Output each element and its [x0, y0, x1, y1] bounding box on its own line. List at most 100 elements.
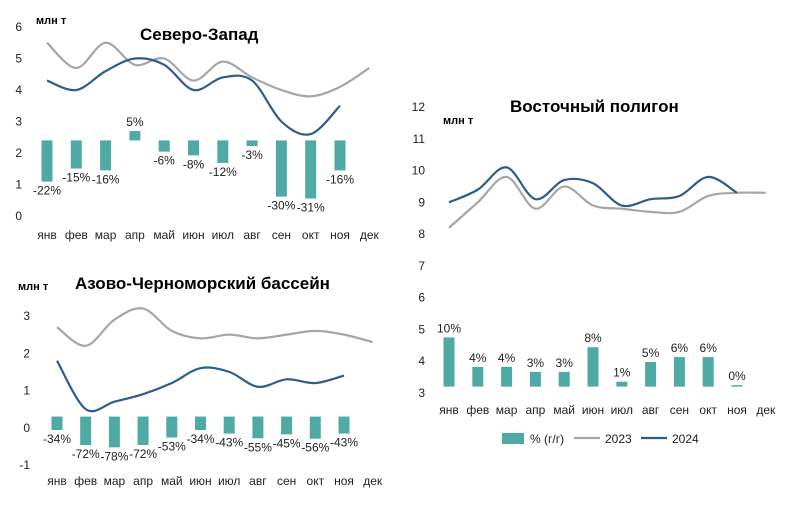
chart-3-bar — [616, 381, 628, 387]
chart-2-xtick: авг — [249, 474, 267, 488]
chart-3-xtick: ноя — [727, 403, 747, 417]
chart-3-ytick: 11 — [413, 132, 426, 146]
chart-3-bar-label: 0% — [728, 369, 746, 383]
chart-2-xtick: июн — [189, 474, 211, 488]
chart-2-xtick: мар — [104, 474, 126, 488]
chart-1-ytick: 1 — [15, 178, 22, 192]
chart-2-ytick: 3 — [23, 309, 30, 323]
chart-2-bar-label: -43% — [215, 436, 243, 450]
chart-3-ytick: 6 — [418, 291, 425, 305]
chart-1-bar-label: -31% — [297, 201, 325, 215]
chart-3-bar-label: 1% — [613, 366, 631, 380]
chart-1-ytick: 0 — [15, 209, 22, 223]
chart-2-bar — [137, 416, 149, 446]
chart-1-ytick: 6 — [15, 20, 22, 34]
chart-3-xtick: окт — [699, 403, 717, 417]
chart-1-xtick: фев — [65, 228, 88, 242]
chart-3-bar — [645, 362, 657, 387]
chart-2-bar-label: -45% — [273, 436, 301, 450]
chart-3-ytick: 12 — [412, 100, 426, 114]
chart-2-bar — [281, 416, 293, 435]
chart-1-bar — [158, 140, 170, 152]
chart-1-bar-label: -12% — [209, 165, 237, 179]
chart-2-xtick: окт — [307, 474, 325, 488]
chart-1-xtick: янв — [37, 228, 57, 242]
chart-3-bar-label: 6% — [700, 341, 718, 355]
legend-bar-swatch — [502, 433, 524, 444]
chart-3-xtick: дек — [756, 403, 776, 417]
chart-1-ytick: 2 — [15, 146, 22, 160]
chart-1-bar — [41, 140, 53, 182]
chart-1-xtick: ноя — [330, 228, 350, 242]
chart-3-ytick: 4 — [418, 354, 425, 368]
chart-3-bar-label: 10% — [437, 321, 461, 335]
chart-3-ytick: 3 — [418, 386, 425, 400]
chart-3-bar-label: 8% — [584, 331, 602, 345]
legend-2024-label: 2024 — [672, 432, 699, 446]
legend-2023-label: 2023 — [605, 432, 632, 446]
chart-2-bar-label: -72% — [129, 447, 157, 461]
chart-3-xtick: янв — [439, 403, 459, 417]
chart-3-bar-label: 3% — [556, 356, 574, 370]
chart-2-bar — [309, 416, 321, 439]
chart-1-bar-label: -22% — [33, 184, 61, 198]
chart-1-series-2024 — [46, 57, 341, 136]
chart-2-bar — [223, 416, 235, 434]
chart-1-bar-label: -16% — [92, 172, 120, 186]
chart-3-xtick: апр — [525, 403, 545, 417]
chart-3-bar-label: 3% — [527, 356, 545, 370]
chart-2-bar — [51, 416, 63, 430]
chart-1-bar-label: -15% — [62, 171, 90, 185]
chart-1-ytick: 5 — [15, 52, 22, 66]
chart-1-bar — [70, 140, 82, 169]
chart-1-bar-label: -30% — [267, 199, 295, 213]
chart-1-xtick: сен — [272, 228, 291, 242]
chart-3-ytick: 8 — [418, 227, 425, 241]
legend: % (г/г) 2023 2024 — [502, 432, 699, 446]
chart-1-xtick: дек — [360, 228, 380, 242]
chart-1-xtick: июн — [182, 228, 204, 242]
chart-2-ytick: 2 — [23, 346, 30, 360]
chart-1-xtick: мар — [95, 228, 117, 242]
chart-1-unit: млн т — [36, 15, 67, 27]
chart-vostochny-poligon: млн т Восточный полигон 3 4 5 6 7 8 9 10 11 12 янв… — [412, 97, 776, 417]
chart-3-bar — [673, 357, 685, 387]
chart-3-bar-label: 4% — [469, 351, 487, 365]
chart-2-series-2024 — [56, 360, 345, 413]
chart-3-bar-label: 6% — [671, 341, 689, 355]
chart-2-xtick: апр — [133, 474, 153, 488]
chart-1-bar — [188, 140, 199, 156]
chart-1-title: Северо-Запад — [140, 25, 259, 44]
chart-2-xtick: май — [161, 474, 183, 488]
chart-3-bar — [529, 371, 541, 387]
chart-1-bar-label: -8% — [183, 157, 205, 171]
chart-3-xtick: май — [553, 403, 575, 417]
chart-1-ytick: 4 — [15, 83, 22, 97]
chart-2-bar-label: -34% — [186, 432, 214, 446]
chart-1-bar-label: -16% — [326, 172, 354, 186]
chart-severo-zapad: млн т Северо-Запад 0 1 2 3 4 5 6 янв фев мар апр ма… — [15, 15, 379, 242]
chart-3-unit: млн т — [443, 115, 474, 127]
chart-3-xtick: мар — [496, 403, 518, 417]
chart-2-xtick: дек — [363, 474, 383, 488]
chart-1-bar-label: -6% — [154, 154, 176, 168]
chart-3-xtick: фев — [466, 403, 489, 417]
chart-3-ytick: 10 — [412, 164, 426, 178]
chart-2-bar — [80, 416, 92, 446]
chart-3-bar — [443, 337, 455, 387]
chart-3-bar — [587, 347, 599, 387]
chart-azovo-chernomorskiy: млн т Азово-Черноморский бассейн -1 0 1 2 3 я… — [18, 274, 383, 488]
chart-3-ytick: 7 — [418, 259, 425, 273]
chart-2-bar-label: -53% — [158, 440, 186, 454]
chart-1-bar — [246, 140, 258, 147]
chart-3-series-2024 — [448, 166, 738, 208]
chart-2-bar-label: -55% — [244, 440, 272, 454]
chart-3-bar-label: 5% — [642, 346, 660, 360]
chart-1-bar-label: -3% — [241, 148, 263, 162]
chart-3-bar — [702, 357, 714, 387]
chart-2-bar — [252, 416, 264, 439]
chart-2-xtick: фев — [74, 474, 97, 488]
chart-1-bar-label: 5% — [126, 115, 144, 129]
chart-2-xtick: ноя — [334, 474, 354, 488]
